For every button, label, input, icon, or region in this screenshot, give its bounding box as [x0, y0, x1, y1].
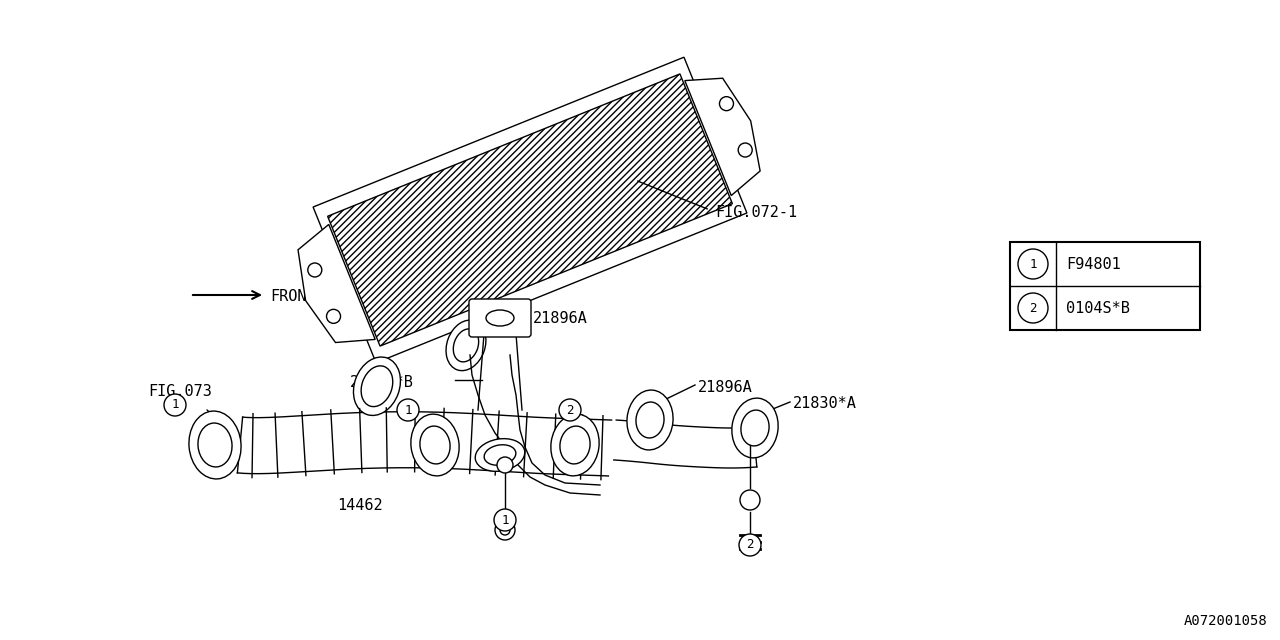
Text: A072001058: A072001058 — [1184, 614, 1268, 628]
Text: 21896A: 21896A — [698, 380, 753, 394]
Ellipse shape — [453, 329, 479, 362]
Circle shape — [497, 457, 513, 473]
Ellipse shape — [627, 390, 673, 450]
Text: FRONT: FRONT — [270, 289, 316, 303]
Ellipse shape — [361, 366, 393, 406]
FancyBboxPatch shape — [468, 299, 531, 337]
Circle shape — [326, 309, 340, 323]
Circle shape — [397, 399, 419, 421]
Ellipse shape — [732, 398, 778, 458]
Text: 0104S*B: 0104S*B — [1066, 301, 1130, 316]
Text: FIG.073: FIG.073 — [148, 385, 212, 399]
Circle shape — [740, 490, 760, 510]
Circle shape — [739, 143, 753, 157]
Text: 14462: 14462 — [337, 498, 383, 513]
Polygon shape — [685, 78, 760, 196]
Circle shape — [719, 97, 733, 111]
Circle shape — [494, 509, 516, 531]
Circle shape — [1018, 249, 1048, 279]
Ellipse shape — [550, 414, 599, 476]
Circle shape — [739, 534, 762, 556]
Ellipse shape — [475, 438, 525, 471]
Text: 21896A: 21896A — [532, 310, 588, 326]
Ellipse shape — [445, 320, 486, 371]
Circle shape — [307, 263, 321, 277]
Ellipse shape — [486, 310, 515, 326]
Circle shape — [559, 399, 581, 421]
Ellipse shape — [198, 423, 232, 467]
Bar — [1010, 242, 1201, 330]
Circle shape — [1018, 293, 1048, 323]
Text: 1: 1 — [404, 403, 412, 417]
Circle shape — [495, 520, 515, 540]
Text: 1: 1 — [1029, 257, 1037, 271]
Ellipse shape — [411, 414, 460, 476]
Circle shape — [500, 525, 509, 535]
Text: 1: 1 — [502, 513, 508, 527]
Ellipse shape — [741, 410, 769, 446]
Ellipse shape — [420, 426, 451, 464]
Text: 1: 1 — [172, 399, 179, 412]
Text: FIG.072-1: FIG.072-1 — [716, 205, 797, 220]
Text: 21830*A: 21830*A — [794, 396, 856, 410]
Text: 2: 2 — [746, 538, 754, 552]
Polygon shape — [314, 57, 748, 363]
Ellipse shape — [353, 357, 401, 415]
Ellipse shape — [559, 426, 590, 464]
Text: F94801: F94801 — [1066, 257, 1121, 271]
Ellipse shape — [636, 402, 664, 438]
Text: 2: 2 — [566, 403, 573, 417]
Circle shape — [164, 394, 186, 416]
Polygon shape — [328, 74, 732, 346]
Ellipse shape — [189, 411, 241, 479]
Ellipse shape — [484, 445, 516, 465]
Text: 2: 2 — [1029, 301, 1037, 314]
Polygon shape — [298, 225, 375, 342]
Text: 21830*B: 21830*B — [349, 374, 413, 390]
